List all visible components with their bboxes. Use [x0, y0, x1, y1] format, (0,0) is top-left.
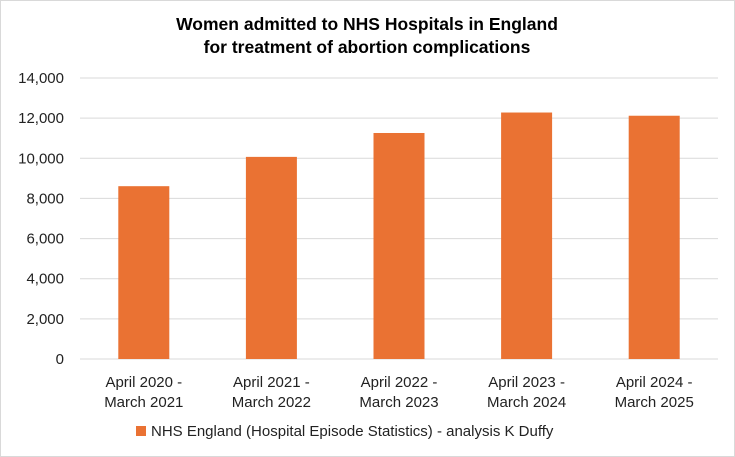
x-tick-label: April 2023 - — [488, 374, 565, 391]
y-tick-label: 14,000 — [18, 70, 64, 87]
bar — [245, 156, 297, 359]
y-tick-label: 10,000 — [18, 150, 64, 167]
x-tick-label: April 2020 - — [105, 374, 182, 391]
y-tick-label: 0 — [56, 351, 64, 368]
y-tick-label: 4,000 — [26, 271, 64, 288]
x-tick-label: April 2021 - — [233, 374, 310, 391]
bar — [373, 132, 425, 359]
y-tick-label: 8,000 — [26, 190, 64, 207]
legend-label: NHS England (Hospital Episode Statistics… — [151, 423, 554, 440]
x-tick-label: March 2022 — [232, 394, 311, 411]
chart-title-line-2: for treatment of abortion complications — [204, 37, 531, 57]
legend-swatch — [136, 426, 146, 436]
bar — [501, 112, 553, 359]
chart-title-line-1: Women admitted to NHS Hospitals in Engla… — [176, 14, 558, 34]
x-tick-label: April 2022 - — [361, 374, 438, 391]
legend: NHS England (Hospital Episode Statistics… — [136, 423, 554, 440]
bar — [628, 115, 680, 359]
y-tick-label: 2,000 — [26, 311, 64, 328]
y-tick-label: 12,000 — [18, 110, 64, 127]
bar — [118, 186, 170, 359]
x-tick-label: March 2023 — [359, 394, 438, 411]
x-tick-label: April 2024 - — [616, 374, 693, 391]
x-tick-label: March 2024 — [487, 394, 566, 411]
x-tick-label: March 2025 — [615, 394, 694, 411]
x-tick-label: March 2021 — [104, 394, 183, 411]
y-tick-label: 6,000 — [26, 231, 64, 248]
